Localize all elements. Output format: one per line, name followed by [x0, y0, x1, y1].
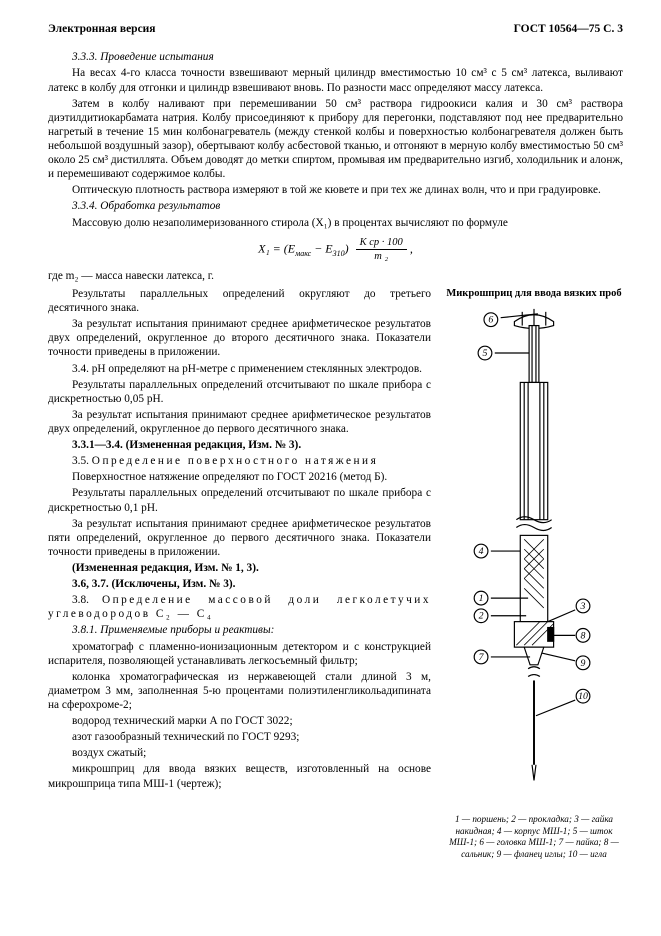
syringe-svg: 1 2 3 4 5 6 7 8 9 10	[445, 304, 623, 804]
para-10: Поверхностное натяжение определяют по ГО…	[48, 470, 431, 484]
formula-x1: X₁ = (Eмакс − E310) K ср · 100m ₂ ,	[48, 236, 623, 263]
section-3-3-3: 3.3.3. Проведение испытания	[48, 50, 623, 64]
para-11: Результаты параллельных определений отсч…	[48, 486, 431, 514]
para-2: Затем в колбу наливают при перемешивании…	[48, 97, 623, 182]
para-8: Результаты параллельных определений отсч…	[48, 378, 431, 406]
section-331-34: 3.3.1—3.4. (Измененная редакция, Изм. № …	[48, 438, 431, 452]
callout-5: 5	[483, 348, 488, 359]
callout-1: 1	[479, 593, 484, 604]
para-5: Результаты параллельных определений окру…	[48, 287, 431, 315]
header-left: Электронная версия	[48, 22, 156, 36]
figure-title: Микрошприц для ввода вязких проб	[445, 287, 623, 300]
right-column: Микрошприц для ввода вязких проб	[445, 287, 623, 860]
callout-4: 4	[479, 546, 484, 557]
callout-6: 6	[488, 315, 493, 326]
para-6: За результат испытания принимают среднее…	[48, 317, 431, 359]
para-9: За результат испытания принимают среднее…	[48, 408, 431, 436]
section-3-3-4: 3.3.4. Обработка результатов	[48, 199, 623, 213]
reagent-4: азот газообразный технический по ГОСТ 92…	[48, 730, 431, 744]
where-m2: где m₂ — масса навески латекса, г.	[48, 269, 623, 283]
page-header: Электронная версия ГОСТ 10564—75 С. 3	[48, 22, 623, 36]
callout-2: 2	[479, 611, 484, 622]
reagent-3: водород технический марки А по ГОСТ 3022…	[48, 714, 431, 728]
para-3: Оптическую плотность раствора измеряют в…	[48, 183, 623, 197]
callout-7: 7	[479, 652, 485, 663]
two-column: Результаты параллельных определений окру…	[48, 287, 623, 860]
callout-9: 9	[581, 658, 586, 669]
para-1: На весах 4-го класса точности взвешивают…	[48, 66, 623, 94]
para-12: За результат испытания принимают среднее…	[48, 517, 431, 559]
para-7: 3.4. pH определяют на рН-метре с примене…	[48, 362, 431, 376]
callout-10: 10	[578, 691, 588, 702]
reagent-1: хроматограф с пламенно-ионизационным дет…	[48, 640, 431, 668]
reagent-2: колонка хроматографическая из нержавеюще…	[48, 670, 431, 712]
para-4: Массовую долю незаполимеризованного стир…	[48, 216, 623, 230]
document-page: Электронная версия ГОСТ 10564—75 С. 3 3.…	[0, 0, 661, 936]
figure-drawing: 1 2 3 4 5 6 7 8 9 10	[445, 304, 623, 808]
section-3-8: 3.8. Определение массовой доли легколету…	[48, 593, 431, 621]
figure-caption: 1 — поршень; 2 — прокладка; 3 — гайка на…	[445, 814, 623, 860]
callout-8: 8	[581, 630, 586, 641]
section-3-5: 3.5. Определение поверхностного натяжени…	[48, 454, 431, 468]
left-column: Результаты параллельных определений окру…	[48, 287, 431, 860]
callout-3: 3	[580, 601, 586, 612]
reagent-6: микрошприц для ввода вязких веществ, изг…	[48, 762, 431, 790]
changed-edition-1-3: (Измененная редакция, Изм. № 1, 3).	[48, 561, 431, 575]
reagent-5: воздух сжатый;	[48, 746, 431, 760]
section-36-37: 3.6, 3.7. (Исключены, Изм. № 3).	[48, 577, 431, 591]
header-right: ГОСТ 10564—75 С. 3	[514, 22, 623, 36]
section-3-8-1: 3.8.1. Применяемые приборы и реактивы:	[48, 623, 431, 637]
